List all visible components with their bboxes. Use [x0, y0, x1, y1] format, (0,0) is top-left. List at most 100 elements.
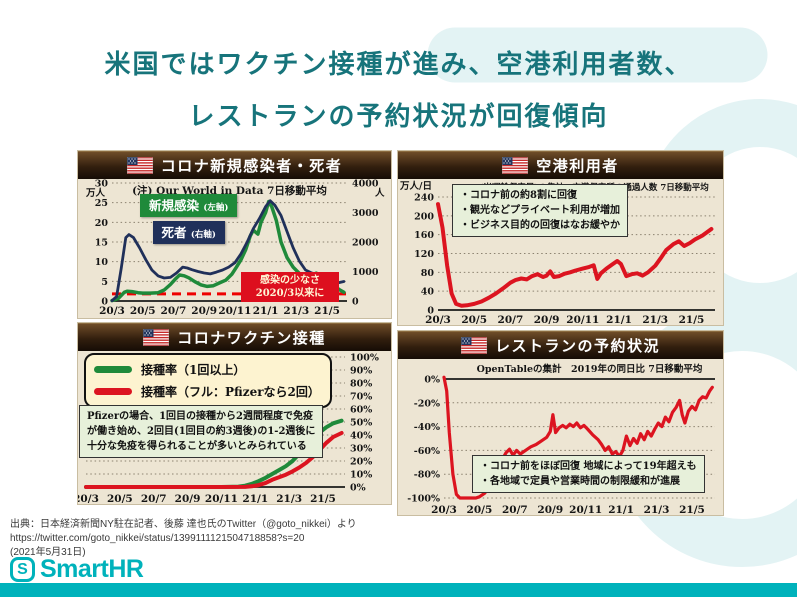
legend-new-infections: 新規感染 (左軸) — [140, 194, 238, 217]
chart-header: コロナワクチン接種 — [78, 323, 391, 351]
svg-text:20/7: 20/7 — [502, 504, 528, 516]
svg-text:21/1: 21/1 — [253, 305, 279, 317]
svg-text:40%: 40% — [350, 431, 372, 442]
panel-airport-users: 空港利用者 04080120160200240万人/日TSA(米運輸保安局)の集… — [397, 150, 724, 326]
chart-title: レストランの予約状況 — [494, 337, 660, 355]
pfizer-immunity-note-box: Pfizerの場合、1回目の接種から2週間程度で免疫 が働き始め、2回目(1回目… — [79, 405, 324, 458]
source-line-2: https://twitter.com/goto_nikkei/status/1… — [10, 533, 305, 544]
svg-text:20/5: 20/5 — [461, 314, 487, 326]
svg-text:3000: 3000 — [352, 208, 379, 219]
svg-text:OpenTableの集計 2019年の同日比 7日移動平均: OpenTableの集計 2019年の同日比 7日移動平均 — [477, 363, 703, 375]
svg-text:21/1: 21/1 — [242, 493, 268, 505]
svg-text:80%: 80% — [350, 379, 372, 390]
svg-text:21/3: 21/3 — [283, 305, 309, 317]
svg-text:80: 80 — [421, 268, 435, 279]
svg-text:20/3: 20/3 — [431, 504, 457, 516]
svg-text:20%: 20% — [350, 457, 372, 468]
svg-text:21/1: 21/1 — [606, 314, 632, 326]
svg-text:20/7: 20/7 — [161, 305, 187, 317]
svg-text:-80%: -80% — [414, 470, 440, 481]
svg-text:120: 120 — [414, 249, 434, 260]
source-line-3: (2021年5月31日) — [10, 547, 86, 558]
svg-text:21/5: 21/5 — [679, 314, 705, 326]
svg-text:20/11: 20/11 — [566, 314, 599, 326]
svg-text:2000: 2000 — [352, 238, 379, 249]
svg-text:200: 200 — [414, 211, 434, 222]
svg-text:20/5: 20/5 — [107, 493, 133, 505]
us-flag-icon — [460, 337, 487, 354]
page-title-line2: レストランの予約状況が回復傾向 — [188, 101, 609, 131]
svg-text:-100%: -100% — [407, 494, 440, 505]
restaurant-notes-box: ・コロナ前をほぼ回復 地域によって19年超えも ・各地域で定員や営業時間の制限緩… — [472, 455, 705, 493]
svg-text:万人/日: 万人/日 — [399, 180, 432, 192]
us-flag-icon — [126, 157, 153, 174]
svg-text:21/1: 21/1 — [608, 504, 634, 516]
panel-vaccination: コロナワクチン接種 0% 10% 20% 30% 40% 50% 60% 70% 80% 90% 1… — [73, 322, 392, 505]
svg-text:30: 30 — [95, 179, 109, 190]
svg-text:21/5: 21/5 — [679, 504, 705, 516]
legend-one-dose: 接種率（1回以上） — [94, 361, 322, 378]
svg-text:20/5: 20/5 — [467, 504, 493, 516]
chart-header: レストランの予約状況 — [398, 331, 723, 359]
low-infections-callout: 感染の少なさ 2020/3以来に — [241, 272, 339, 302]
svg-text:20/9: 20/9 — [175, 493, 201, 505]
svg-text:21/3: 21/3 — [642, 314, 668, 326]
svg-text:50%: 50% — [350, 418, 372, 429]
svg-text:0: 0 — [352, 297, 359, 308]
legend-full-dose: 接種率（フル：Pfizerなら2回） — [94, 383, 322, 400]
svg-text:240: 240 — [414, 193, 434, 204]
source-line-1: 出典：日本経済新聞NY駐在記者、後藤 達也氏のTwitter（@goto_nik… — [10, 519, 357, 530]
legend-deaths: 死者 (右軸) — [152, 221, 225, 244]
svg-text:15: 15 — [95, 238, 108, 249]
svg-text:21/5: 21/5 — [314, 305, 340, 317]
svg-text:0: 0 — [101, 297, 108, 308]
chart-title: 空港利用者 — [536, 157, 619, 175]
svg-text:万人: 万人 — [85, 187, 106, 199]
svg-text:1000: 1000 — [352, 267, 379, 278]
svg-text:0: 0 — [427, 306, 434, 317]
svg-text:20/3: 20/3 — [425, 314, 451, 326]
red-line-swatch — [94, 388, 132, 395]
green-line-swatch — [94, 366, 132, 373]
us-flag-icon — [502, 157, 529, 174]
svg-text:(注) Our World in Data 7日移動平均: (注) Our World in Data 7日移動平均 — [132, 184, 327, 197]
svg-text:-40%: -40% — [414, 422, 440, 433]
svg-text:人: 人 — [375, 187, 385, 199]
smarthr-logo-icon: S — [10, 557, 35, 582]
svg-text:10%: 10% — [350, 470, 372, 481]
svg-text:20/3: 20/3 — [78, 493, 99, 505]
svg-text:4000: 4000 — [352, 179, 379, 190]
svg-text:20/9: 20/9 — [537, 504, 563, 516]
panel-covid-cases-deaths: コロナ新規感染者・死者 0 5 10 15 20 25 30 万人 0 1000 2000 3000 4… — [77, 150, 392, 319]
svg-text:20: 20 — [95, 218, 109, 229]
us-flag-icon — [143, 329, 170, 346]
vaccination-legend: 接種率（1回以上） 接種率（フル：Pfizerなら2回） — [84, 353, 332, 408]
chart-header: コロナ新規感染者・死者 — [78, 151, 391, 179]
svg-text:21/3: 21/3 — [644, 504, 670, 516]
svg-text:100%: 100% — [350, 353, 379, 364]
svg-text:-60%: -60% — [414, 446, 440, 457]
svg-text:0%: 0% — [350, 483, 366, 494]
panel-restaurant-reservations: レストランの予約状況 0% -20% -40% -60% -80% -100% OpenTa… — [397, 330, 724, 516]
svg-text:60%: 60% — [350, 405, 372, 416]
chart-legend: 新規感染 (左軸) 死者 (右軸) — [140, 194, 238, 244]
svg-text:10: 10 — [95, 257, 109, 268]
svg-text:21/3: 21/3 — [276, 493, 302, 505]
svg-text:20/3: 20/3 — [99, 305, 125, 317]
chart-title: コロナワクチン接種 — [177, 329, 326, 347]
restaurant-chart-canvas: 0% -20% -40% -60% -80% -100% OpenTableの集計 2019… — [407, 363, 715, 516]
svg-text:20/11: 20/11 — [569, 504, 602, 516]
bottom-accent-bar — [0, 583, 797, 597]
svg-text:21/5: 21/5 — [310, 493, 336, 505]
svg-text:25: 25 — [95, 198, 108, 209]
svg-text:-20%: -20% — [414, 398, 440, 409]
svg-text:20/9: 20/9 — [191, 305, 217, 317]
svg-text:20/9: 20/9 — [534, 314, 560, 326]
svg-text:0%: 0% — [424, 375, 440, 386]
source-citation: 出典：日本経済新聞NY駐在記者、後藤 達也氏のTwitter（@goto_nik… — [10, 518, 357, 560]
page-title-line1: 米国ではワクチン接種が進み、空港利用者数、 — [104, 49, 693, 79]
svg-text:20/11: 20/11 — [205, 493, 238, 505]
svg-text:20/11: 20/11 — [218, 305, 251, 317]
